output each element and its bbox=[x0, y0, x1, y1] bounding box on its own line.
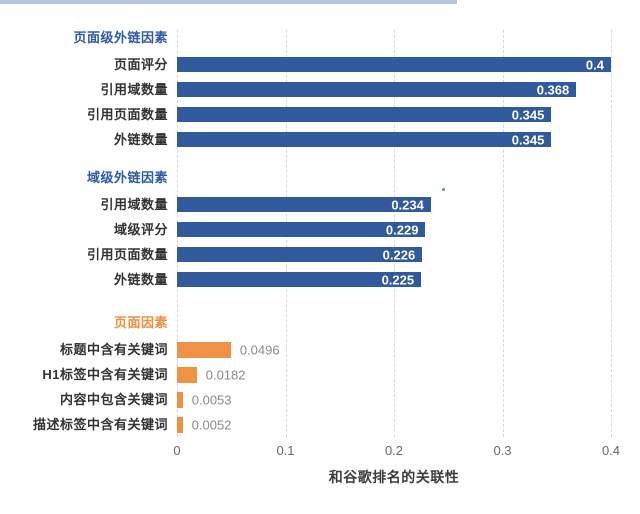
category-label: 引用页面数量 bbox=[86, 247, 168, 262]
bar-0.0053 bbox=[177, 392, 183, 408]
bar-0.0496 bbox=[177, 342, 231, 358]
bar-value-label: 0.345 bbox=[511, 132, 545, 147]
bar-value-label: 0.0053 bbox=[191, 392, 232, 408]
category-label: 内容中包含关键词 bbox=[59, 392, 168, 407]
bar-0.0052 bbox=[177, 417, 183, 433]
bar-value-label: 0.368 bbox=[536, 82, 570, 97]
category-label: H1标签中含有关键词 bbox=[42, 367, 168, 382]
bar-0.234: 0.234 bbox=[177, 197, 431, 212]
category-label: 描述标签中含有关键词 bbox=[32, 417, 168, 432]
category-label: 引用域数量 bbox=[100, 82, 168, 97]
bar-value-label: 0.0182 bbox=[205, 367, 246, 383]
bar-0.0182 bbox=[177, 367, 197, 383]
section-header-1: 域级外链因素 bbox=[86, 170, 168, 185]
x-tick-0.3: 0.3 bbox=[493, 443, 512, 458]
bar-0.345: 0.345 bbox=[177, 107, 552, 122]
bar-0.368: 0.368 bbox=[177, 82, 577, 97]
x-tick-0.4: 0.4 bbox=[601, 443, 621, 458]
bar-value-label: 0.4 bbox=[585, 57, 604, 72]
section-header-0: 页面级外链因素 bbox=[73, 30, 168, 45]
bar-0.229: 0.229 bbox=[177, 222, 426, 237]
bar-0.4: 0.4 bbox=[177, 57, 611, 72]
bar-value-label: 0.229 bbox=[385, 222, 419, 237]
x-tick-0.2: 0.2 bbox=[384, 443, 404, 458]
x-axis-title: 和谷歌排名的关联性 bbox=[328, 469, 460, 485]
bar-0.345: 0.345 bbox=[177, 132, 552, 147]
stray-dot-artifact bbox=[442, 188, 445, 191]
top-accent-strip bbox=[0, 0, 457, 4]
bar-0.225: 0.225 bbox=[177, 272, 422, 287]
bar-value-label: 0.226 bbox=[382, 247, 416, 262]
bar-value-label: 0.225 bbox=[381, 272, 415, 287]
category-label: 引用域数量 bbox=[100, 197, 168, 212]
category-label: 标题中含有关键词 bbox=[59, 342, 168, 357]
category-label: 外链数量 bbox=[113, 272, 168, 287]
x-tick-0.1: 0.1 bbox=[276, 443, 295, 458]
bar-0.226: 0.226 bbox=[177, 247, 423, 262]
category-label: 域级评分 bbox=[113, 222, 168, 237]
gridline-0.3 bbox=[502, 30, 504, 437]
bar-value-label: 0.0496 bbox=[239, 342, 280, 358]
bar-value-label: 0.345 bbox=[511, 107, 545, 122]
x-tick-0: 0 bbox=[173, 443, 181, 458]
category-label: 引用页面数量 bbox=[86, 107, 168, 122]
gridline-0.4 bbox=[611, 30, 612, 437]
section-header-2: 页面因素 bbox=[113, 315, 168, 330]
category-label: 外链数量 bbox=[113, 132, 168, 147]
bar-value-label: 0.234 bbox=[391, 197, 424, 212]
category-label: 页面评分 bbox=[113, 57, 168, 72]
bar-value-label: 0.0052 bbox=[191, 417, 232, 433]
